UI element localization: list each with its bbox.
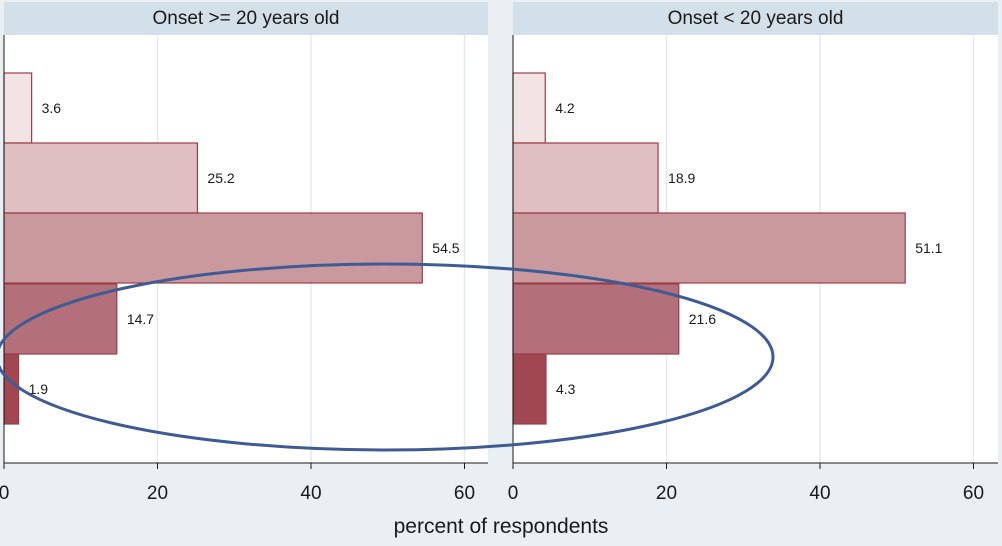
- bar-label-2-3: 51.1: [915, 240, 942, 256]
- bar-label-2-5: 4.3: [556, 381, 576, 397]
- x-tick-label-1-4: 60: [454, 483, 475, 504]
- panel-header-1: [4, 2, 488, 35]
- annotation-ellipse: [0, 262, 775, 452]
- x-tick-label-1-3: 40: [300, 483, 321, 504]
- bar-label-1-2: 25.2: [207, 170, 234, 186]
- bar-label-1-1: 3.6: [42, 100, 62, 116]
- x-tick-label-1-1: 0: [0, 483, 9, 504]
- bar-2-3: [512, 212, 906, 284]
- bar-label-1-5: 1.9: [29, 381, 49, 397]
- panel-title-1: Onset >= 20 years old: [153, 8, 340, 29]
- bar-1-2: [3, 142, 199, 214]
- bar-1-3: [3, 212, 423, 284]
- x-tick-label-2-2: 20: [656, 483, 677, 504]
- bar-1-1: [3, 72, 33, 144]
- x-axis-title: percent of respondents: [394, 515, 609, 538]
- bar-2-4: [512, 283, 680, 355]
- x-tick-label-2-1: 0: [508, 483, 519, 504]
- bar-1-5: [3, 353, 20, 425]
- bar-label-2-2: 18.9: [668, 170, 695, 186]
- bar-label-1-3: 54.5: [432, 240, 459, 256]
- bar-2-1: [512, 72, 546, 144]
- panel-title-2: Onset < 20 years old: [668, 8, 844, 29]
- bar-label-2-1: 4.2: [555, 100, 575, 116]
- panel-header-2: [513, 2, 998, 35]
- x-tick-label-1-2: 20: [147, 483, 168, 504]
- bar-2-2: [512, 142, 659, 214]
- bar-label-2-4: 21.6: [689, 311, 716, 327]
- x-tick-label-2-3: 40: [809, 483, 830, 504]
- bar-label-1-4: 14.7: [127, 311, 154, 327]
- bar-2-5: [512, 353, 547, 425]
- x-tick-label-2-4: 60: [963, 483, 984, 504]
